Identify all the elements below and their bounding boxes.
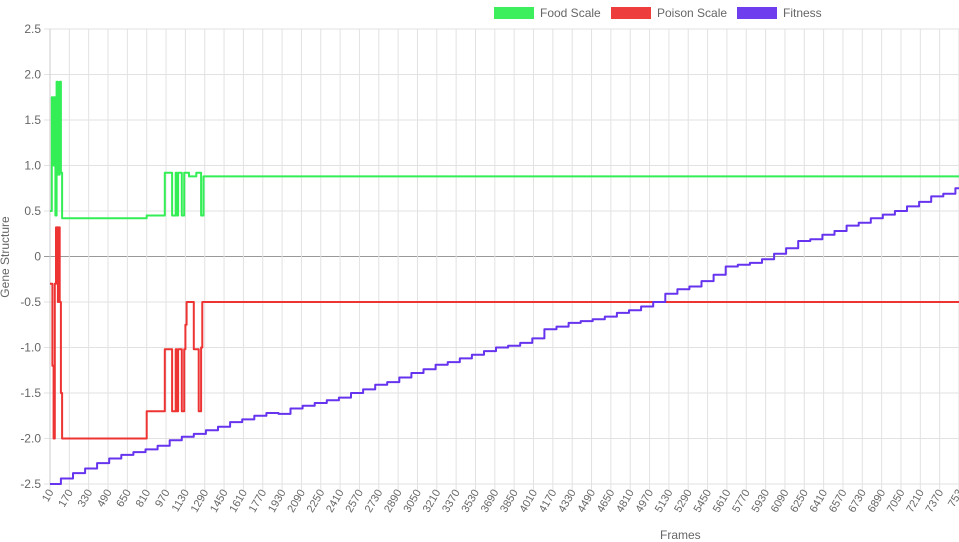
y-tick-label: 2.0 bbox=[24, 68, 41, 82]
y-tick-label: 0.5 bbox=[24, 204, 41, 218]
x-tick-label: 3690 bbox=[479, 488, 502, 515]
x-tick-label: 3210 bbox=[421, 488, 444, 515]
y-axis-title: Gene Structure bbox=[0, 216, 12, 298]
y-tick-label: 1.5 bbox=[24, 113, 41, 127]
x-tick-label: 4810 bbox=[614, 488, 637, 515]
y-tick-labels: 2.5 2.0 1.5 1.0 0.5 0 -0.5 -1.0 -1.5 -2.0 -2.5 bbox=[20, 22, 41, 491]
legend-label-food-scale: Food Scale bbox=[540, 6, 601, 20]
x-tick-label: 7210 bbox=[904, 488, 927, 515]
x-tick-label: 5290 bbox=[672, 488, 695, 515]
y-tick-label: -2.0 bbox=[20, 432, 41, 446]
x-tick-label: 4650 bbox=[595, 488, 618, 515]
y-tick-label: -0.5 bbox=[20, 295, 41, 309]
x-tick-label: 6730 bbox=[846, 488, 869, 515]
x-tick-label: 650 bbox=[114, 488, 134, 510]
legend-item-fitness[interactable]: Fitness bbox=[737, 5, 822, 21]
y-gridlines bbox=[44, 28, 959, 485]
legend-swatch-fitness bbox=[737, 7, 777, 19]
x-tick-label: 3530 bbox=[459, 488, 482, 515]
y-tick-label: -2.5 bbox=[20, 477, 41, 491]
x-tick-label: 5770 bbox=[730, 488, 753, 515]
x-tick-label: 1450 bbox=[208, 488, 231, 515]
x-tick-label: 2410 bbox=[324, 488, 347, 515]
legend: Food Scale Poison Scale Fitness bbox=[0, 5, 959, 23]
series-lines bbox=[50, 80, 959, 485]
x-tick-label: 2730 bbox=[363, 488, 386, 515]
series-line-fitness bbox=[50, 187, 959, 485]
x-tick-label: 6090 bbox=[769, 488, 792, 515]
x-tick-label: 2570 bbox=[343, 488, 366, 515]
x-tick-label: 1930 bbox=[266, 488, 289, 515]
x-axis-title: Frames bbox=[660, 528, 701, 542]
x-tick-label: 7050 bbox=[885, 488, 908, 515]
x-tick-label: 6410 bbox=[808, 488, 831, 515]
series-line-poison-scale bbox=[50, 226, 959, 440]
y-tick-label: 0 bbox=[34, 250, 41, 264]
y-tick-label: 1.0 bbox=[24, 159, 41, 173]
x-tick-label: 490 bbox=[95, 488, 115, 510]
x-tick-label: 1610 bbox=[227, 488, 250, 515]
y-tick-label: 2.5 bbox=[24, 22, 41, 36]
x-tick-label: 1130 bbox=[170, 488, 192, 514]
x-tick-label: 4490 bbox=[575, 488, 598, 515]
legend-label-poison-scale: Poison Scale bbox=[657, 6, 728, 20]
x-tick-label: 6250 bbox=[788, 488, 811, 515]
series-line-food-scale bbox=[50, 80, 959, 220]
x-tick-label: 5610 bbox=[711, 488, 734, 515]
legend-swatch-food-scale bbox=[494, 7, 534, 19]
x-tick-label: 4170 bbox=[537, 488, 560, 515]
x-tick-labels: 10 170 330 490 650 810 97011301290145016101770… bbox=[40, 488, 959, 515]
legend-label-fitness: Fitness bbox=[783, 6, 822, 20]
x-tick-label: 3850 bbox=[498, 488, 521, 515]
x-tick-label: 2890 bbox=[382, 488, 405, 515]
x-tick-label: 2250 bbox=[305, 488, 328, 515]
x-tick-label: 753 bbox=[946, 488, 959, 510]
x-tick-label: 3050 bbox=[401, 488, 424, 515]
x-tick-label: 970 bbox=[153, 488, 173, 510]
x-tick-label: 6890 bbox=[866, 488, 889, 515]
x-tick-label: 5930 bbox=[750, 488, 773, 515]
legend-item-poison-scale[interactable]: Poison Scale bbox=[611, 5, 727, 21]
x-tick-label: 4970 bbox=[634, 488, 657, 515]
x-tick-label: 5450 bbox=[692, 488, 715, 515]
x-tick-label: 4010 bbox=[517, 488, 540, 515]
x-tick-label: 810 bbox=[134, 488, 154, 510]
x-tick-label: 1770 bbox=[247, 488, 270, 515]
x-tick-label: 7370 bbox=[924, 488, 947, 515]
x-tick-label: 5130 bbox=[653, 488, 676, 515]
x-tick-label: 3370 bbox=[440, 488, 463, 515]
y-tick-label: -1.0 bbox=[20, 341, 41, 355]
x-tick-label: 6570 bbox=[827, 488, 850, 515]
x-tick-label: 10 bbox=[40, 488, 57, 505]
x-tick-label: 330 bbox=[76, 488, 96, 510]
x-gridlines bbox=[49, 29, 959, 490]
legend-swatch-poison-scale bbox=[611, 7, 651, 19]
x-tick-label: 170 bbox=[56, 488, 76, 510]
legend-item-food-scale[interactable]: Food Scale bbox=[494, 5, 601, 21]
y-tick-label: -1.5 bbox=[20, 386, 41, 400]
x-tick-label: 2090 bbox=[285, 488, 308, 515]
x-tick-label: 4330 bbox=[556, 488, 579, 515]
x-tick-label: 1290 bbox=[189, 488, 212, 515]
